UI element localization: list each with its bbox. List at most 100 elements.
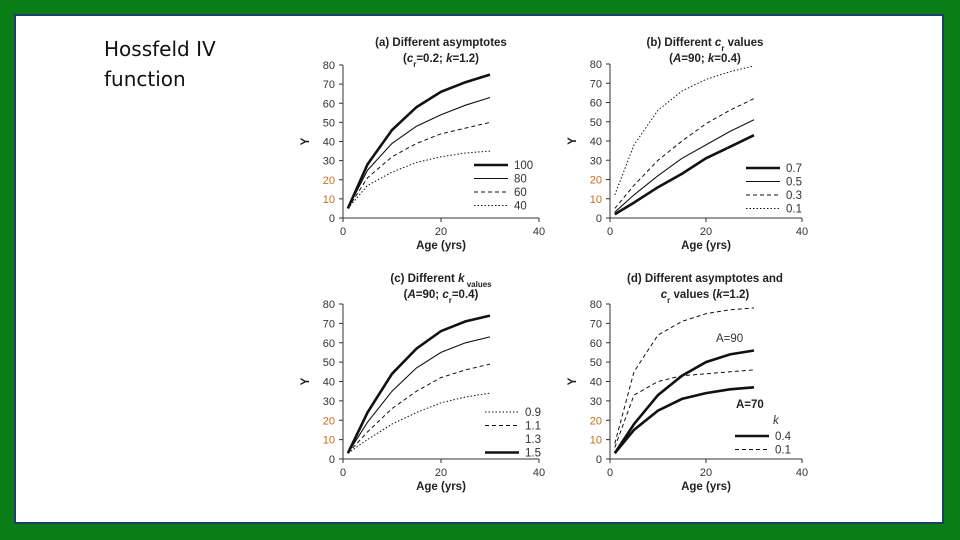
y-tick-label: 70 [323,318,335,330]
y-tick-label: 30 [590,396,602,408]
y-tick-label: 0 [329,213,335,225]
y-tick-label: 30 [323,156,335,168]
legend-label: 0.4 [775,431,792,443]
slide-title-line-2: function [104,67,186,91]
legend-label: 80 [514,174,527,186]
y-tick-label: 10 [323,194,335,206]
y-axis-label: Y [567,377,579,385]
y-tick-label: 20 [323,415,335,427]
annotation-a70: A=70 [736,399,764,411]
legend-label: 1.3 [525,434,541,446]
series-line [614,134,755,216]
y-tick-label: 0 [596,213,602,225]
slide-title: Hossfeld IV function [104,34,274,94]
y-tick-label: 0 [596,454,602,466]
chart-subtitle: (A=90; cr=0.4) [404,289,479,305]
y-tick-label: 80 [323,299,335,311]
legend-label: 0.7 [786,163,802,175]
y-tick-label: 40 [323,377,335,389]
series-line [346,73,491,209]
y-tick-label: 80 [590,299,602,311]
chart-title: (b) Different cr values [647,37,764,53]
legend-label: 1.5 [525,448,541,460]
chart-title: (c) Different k values [390,273,492,289]
x-axis-label: Age (yrs) [416,481,466,493]
chart-subtitle: (A=90; k=0.4) [669,53,741,65]
x-axis-label: Age (yrs) [681,240,731,252]
y-tick-label: 10 [590,194,602,206]
y-tick-label: 80 [323,60,335,72]
legend-label: 100 [514,160,533,172]
y-tick-label: 30 [323,396,335,408]
series-line [347,121,491,209]
x-tick-label: 0 [340,467,346,479]
legend-label: 0.3 [786,190,802,202]
annotation-a90: A=90 [716,333,743,345]
x-axis-label: Age (yrs) [416,240,466,252]
y-axis-label: Y [300,377,312,385]
y-tick-label: 50 [323,357,335,369]
y-tick-label: 70 [590,78,602,90]
x-tick-label: 40 [533,467,545,479]
y-tick-label: 50 [590,117,602,129]
y-axis-label: Y [300,137,312,145]
x-tick-label: 20 [435,467,447,479]
legend-label: 1.1 [525,421,541,433]
x-tick-label: 0 [607,467,613,479]
legend-label: 0.1 [775,445,791,457]
y-tick-label: 70 [590,318,602,330]
legend-label: 0.5 [786,177,802,189]
slide-title-line-1: Hossfeld IV [104,37,216,61]
y-tick-label: 10 [323,435,335,447]
series-line [614,369,755,448]
chart-panel-1: (a) Different asymptotes (cr=0.2; k=1.2) 0… [300,37,545,252]
legend-label: 0.1 [786,204,802,216]
y-axis-label: Y [567,137,579,145]
series-line [613,349,755,454]
y-tick-label: 10 [590,435,602,447]
series-line [614,119,755,213]
x-tick-label: 20 [700,467,712,479]
y-tick-label: 40 [590,136,602,148]
y-tick-label: 0 [329,454,335,466]
x-tick-label: 20 [700,226,712,238]
series-line [346,314,491,454]
y-tick-label: 50 [323,117,335,129]
x-tick-label: 20 [435,226,447,238]
y-tick-label: 70 [323,79,335,91]
y-tick-label: 60 [323,98,335,110]
series-line [347,336,491,454]
y-tick-label: 50 [590,357,602,369]
y-tick-label: 40 [590,377,602,389]
y-tick-label: 60 [323,338,335,350]
series-line [613,386,755,455]
x-axis-label: Age (yrs) [681,481,731,493]
y-tick-label: 20 [590,415,602,427]
x-tick-label: 40 [796,226,808,238]
y-tick-label: 20 [323,175,335,187]
y-tick-label: 60 [590,98,602,110]
x-tick-label: 0 [607,226,613,238]
chart-panel-3: (c) Different k values(A=90; cr=0.4) 0 10 2… [300,273,545,493]
series-line [347,363,491,454]
slide: Hossfeld IV function [14,14,944,524]
y-tick-label: 20 [590,175,602,187]
y-tick-label: 40 [323,137,335,149]
legend-title: k [773,415,780,427]
chart-subtitle: cr values (k=1.2) [661,289,750,305]
series-line [347,392,491,454]
series-line [614,98,755,209]
series-line [614,65,755,196]
legend-label: 40 [514,201,527,213]
legend-label: 60 [514,187,527,199]
chart-title: (a) Different asymptotes [375,37,507,49]
y-tick-label: 80 [590,59,602,71]
legend-label: 0.9 [525,407,541,419]
x-tick-label: 40 [796,467,808,479]
y-tick-label: 60 [590,338,602,350]
series-line [347,96,491,209]
x-tick-label: 0 [340,226,346,238]
series-line [347,150,491,209]
chart-panel-4: (d) Different asymptotes and cr values (k… [567,273,808,493]
